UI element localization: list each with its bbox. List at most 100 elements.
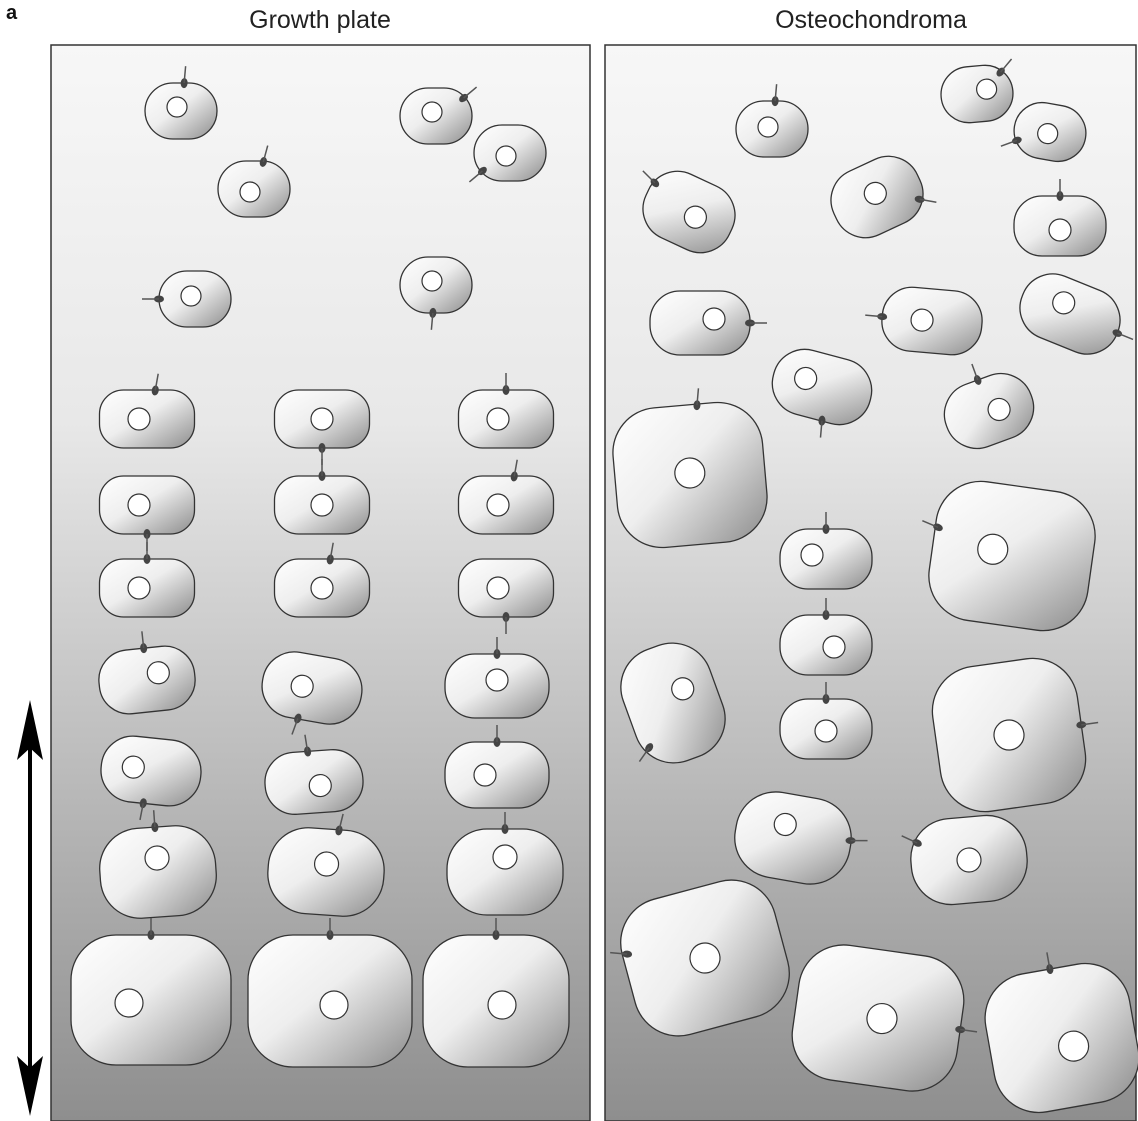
osteochondroma-chondrocyte	[649, 290, 767, 356]
osteochondroma-title: Osteochondroma	[775, 6, 967, 34]
prehypertrophic-chondrocyte	[98, 631, 196, 715]
cilium-base	[693, 400, 701, 411]
cilium-base	[1046, 964, 1054, 975]
proliferative-chondrocyte	[98, 542, 196, 618]
prehypertrophic-chondrocyte	[446, 812, 564, 916]
cilium-base	[151, 385, 159, 396]
cilium	[291, 718, 299, 735]
cilium	[141, 631, 145, 649]
resting-chondrocyte	[399, 86, 478, 145]
cilium	[774, 84, 778, 102]
cilium	[154, 373, 159, 391]
osteochondroma-chondrocyte	[779, 682, 873, 760]
proliferative-chondrocyte	[98, 475, 196, 551]
cilium-base	[914, 195, 925, 203]
growth-plate-title: Growth plate	[249, 6, 391, 34]
proliferative-chondrocyte	[98, 373, 196, 449]
cilium	[183, 66, 187, 84]
osteochondroma-chondrocyte	[943, 363, 1035, 450]
resting-chondrocyte	[468, 124, 547, 183]
proliferative-chondrocyte	[457, 373, 555, 449]
proliferative-chondrocyte	[273, 389, 371, 465]
growth-plate-cells	[70, 66, 570, 1068]
osteochondroma-chondrocyte	[901, 814, 1028, 906]
cilium	[262, 145, 269, 163]
prehypertrophic-chondrocyte	[444, 725, 550, 809]
osteochondroma-chondrocyte	[940, 58, 1014, 124]
hypertrophic-chondrocyte	[247, 918, 413, 1068]
cilium	[468, 170, 483, 183]
cilium	[922, 519, 939, 528]
osteochondroma-chondrocyte	[984, 952, 1138, 1114]
prehypertrophic-chondrocyte	[261, 651, 363, 735]
cilium-base	[335, 825, 343, 836]
resting-chondrocyte	[399, 256, 473, 330]
cilium	[304, 734, 309, 752]
resting-chondrocyte	[142, 270, 232, 328]
resting-chondrocyte	[144, 66, 218, 140]
osteochondroma-chondrocyte	[791, 944, 978, 1092]
cilium	[152, 810, 156, 828]
prehypertrophic-chondrocyte	[264, 734, 364, 815]
cilium	[638, 747, 650, 763]
cilium	[901, 835, 918, 844]
cilium-base	[845, 837, 856, 845]
osteochondroma-chondrocyte	[735, 84, 809, 158]
cilium	[696, 388, 700, 406]
osteochondroma-chondrocyte	[779, 512, 873, 590]
cilium	[971, 363, 979, 381]
prehypertrophic-chondrocyte	[100, 735, 202, 821]
cilium	[610, 951, 628, 955]
cilium	[865, 314, 883, 318]
osteochondroma-chondrocyte	[1019, 273, 1134, 355]
prehypertrophic-chondrocyte	[444, 637, 550, 719]
cilium-base	[771, 96, 779, 107]
cilium	[1000, 58, 1013, 73]
cilium	[463, 86, 478, 99]
osteochondroma-cells	[610, 58, 1138, 1114]
osteochondroma-chondrocyte	[612, 388, 768, 549]
proliferative-chondrocyte	[457, 558, 555, 634]
osteochondroma-chondrocyte	[865, 286, 983, 356]
osteochondroma-chondrocyte	[830, 155, 937, 239]
osteochondroma-chondrocyte	[610, 879, 790, 1037]
osteochondroma-chondrocyte	[642, 170, 736, 254]
cilium	[1000, 139, 1018, 147]
proliferative-chondrocyte	[273, 542, 371, 618]
cilium	[513, 459, 518, 477]
cilium	[919, 198, 937, 203]
cilium	[642, 170, 656, 184]
osteochondroma-chondrocyte	[620, 642, 726, 764]
proliferative-chondrocyte	[457, 459, 555, 535]
cilium-base	[510, 471, 518, 482]
prehypertrophic-chondrocyte	[99, 810, 217, 919]
hypertrophic-chondrocyte	[422, 918, 570, 1068]
cilium	[850, 839, 868, 842]
resting-chondrocyte	[217, 145, 291, 218]
cilium	[1081, 721, 1099, 726]
cilium-base	[304, 746, 312, 757]
cilium	[1117, 332, 1134, 341]
prehypertrophic-chondrocyte	[267, 813, 385, 917]
cilium	[338, 813, 344, 831]
osteochondroma-chondrocyte	[931, 657, 1099, 813]
cilium-base	[1076, 721, 1087, 729]
cilium	[819, 420, 823, 438]
cilium	[139, 803, 144, 821]
cilium-base	[818, 415, 826, 426]
cilium	[1046, 952, 1051, 970]
osteochondroma-chondrocyte	[922, 480, 1096, 632]
osteochondroma-chondrocyte	[1000, 101, 1087, 163]
cilium	[430, 312, 434, 330]
cilium-base	[1012, 136, 1022, 145]
osteochondroma-chondrocyte	[771, 348, 873, 438]
cilium	[329, 542, 334, 560]
double-arrow-icon	[17, 700, 43, 1116]
proliferative-chondrocyte	[273, 459, 371, 535]
osteochondroma-chondrocyte	[734, 791, 868, 885]
cilium	[960, 1028, 978, 1033]
panel-letter: a	[6, 2, 18, 24]
osteochondroma-chondrocyte	[1013, 179, 1107, 257]
hypertrophic-chondrocyte	[70, 918, 232, 1066]
